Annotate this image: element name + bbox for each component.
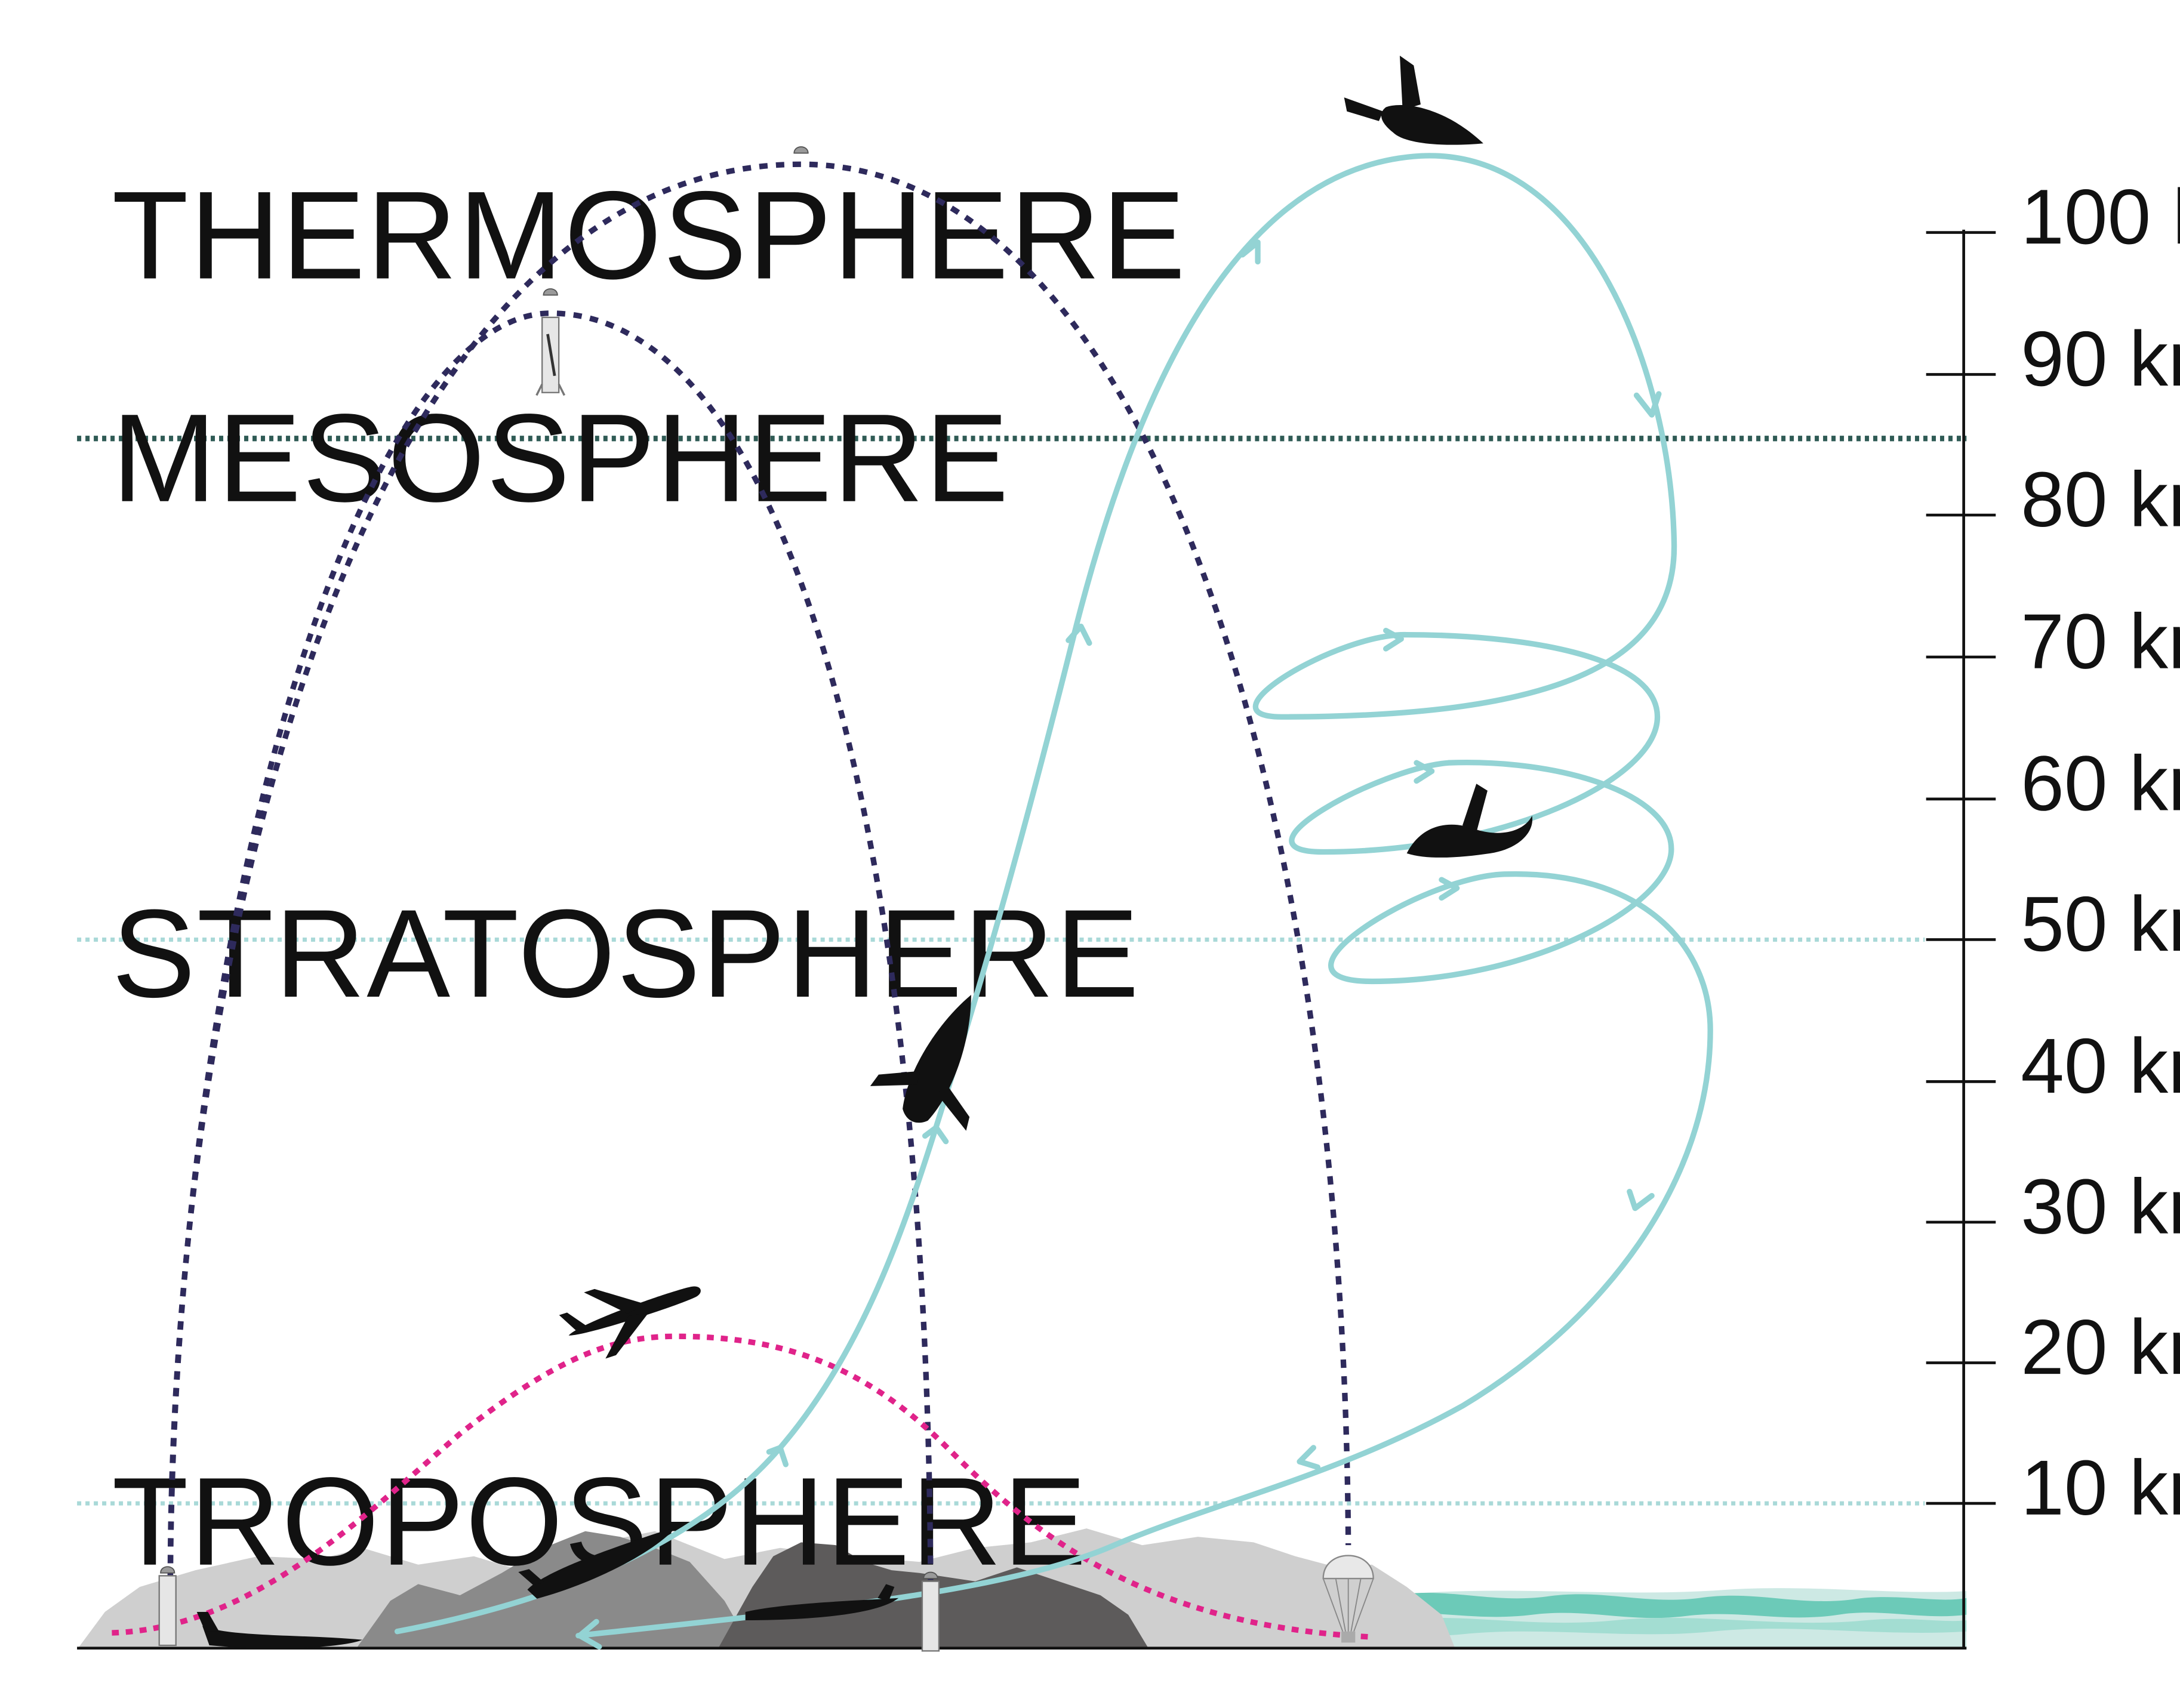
small-rocket-arc — [167, 310, 934, 1580]
arrow-icon — [1633, 391, 1662, 418]
arrow-icon — [1439, 877, 1460, 901]
carrier-aircraft-icon — [196, 1612, 363, 1648]
carrier-aircraft-icon — [518, 1527, 676, 1599]
layer-labels: THERMOSPHERE MESOSPHERE STRATOSPHERE TRO… — [112, 166, 1187, 1592]
spaceplane-icon — [1406, 784, 1533, 858]
altitude-axis: 100 km 90 km 80 km 70 km 60 km 50 km 40 … — [1926, 173, 2180, 1650]
axis-tick-label: 20 km — [2021, 1303, 2180, 1391]
airliner-trajectory — [112, 1333, 1372, 1640]
large-rocket-arc — [167, 161, 1351, 1580]
ocean-wave-2 — [1393, 1618, 1967, 1636]
axis-tick-label: 80 km — [2021, 456, 2180, 543]
axis-tick-label: 50 km — [2021, 880, 2180, 967]
carrier-aircraft-icon — [745, 1584, 899, 1621]
layer-label-thermosphere: THERMOSPHERE — [112, 166, 1187, 306]
ocean-wave — [1393, 1593, 1967, 1618]
trajectory-arrows — [577, 239, 1662, 1650]
capsule-icon — [793, 146, 809, 154]
ascent-path — [394, 153, 1713, 1639]
axis-ticks — [1926, 231, 1996, 1505]
arrow-icon — [1066, 623, 1092, 646]
axis-tick-label: 70 km — [2021, 598, 2180, 685]
vehicles — [158, 56, 1533, 1652]
arrow-icon — [922, 1124, 949, 1145]
arrow-icon — [1382, 627, 1404, 652]
axis-tick-label: 40 km — [2021, 1022, 2180, 1109]
arrow-icon — [1414, 760, 1435, 784]
airliner-icon — [559, 1286, 701, 1359]
spaceplane-icon — [870, 995, 971, 1131]
layer-boundaries — [77, 436, 1967, 1506]
spaceplane-icon — [1344, 56, 1483, 145]
layer-label-mesosphere: MESOSPHERE — [112, 389, 1010, 528]
rocket-trajectories — [167, 161, 1351, 1580]
parachute-capsule-icon — [1322, 1555, 1374, 1643]
arrow-icon — [577, 1618, 602, 1650]
arrow-icon — [766, 1445, 789, 1467]
rocket-icon — [158, 1566, 177, 1647]
rocket-icon — [535, 288, 566, 396]
axis-tick-label: 100 km — [2021, 173, 2180, 260]
arrow-icon — [1627, 1188, 1655, 1211]
spaceplane-trajectory — [394, 153, 1713, 1639]
arrow-icon — [1239, 239, 1261, 265]
arrow-icon — [1297, 1445, 1321, 1470]
axis-tick-label: 60 km — [2021, 740, 2180, 827]
axis-tick-label: 10 km — [2021, 1444, 2180, 1531]
axis-tick-label: 90 km — [2021, 315, 2180, 402]
axis-tick-label: 30 km — [2021, 1163, 2180, 1250]
rocket-icon — [921, 1571, 940, 1652]
